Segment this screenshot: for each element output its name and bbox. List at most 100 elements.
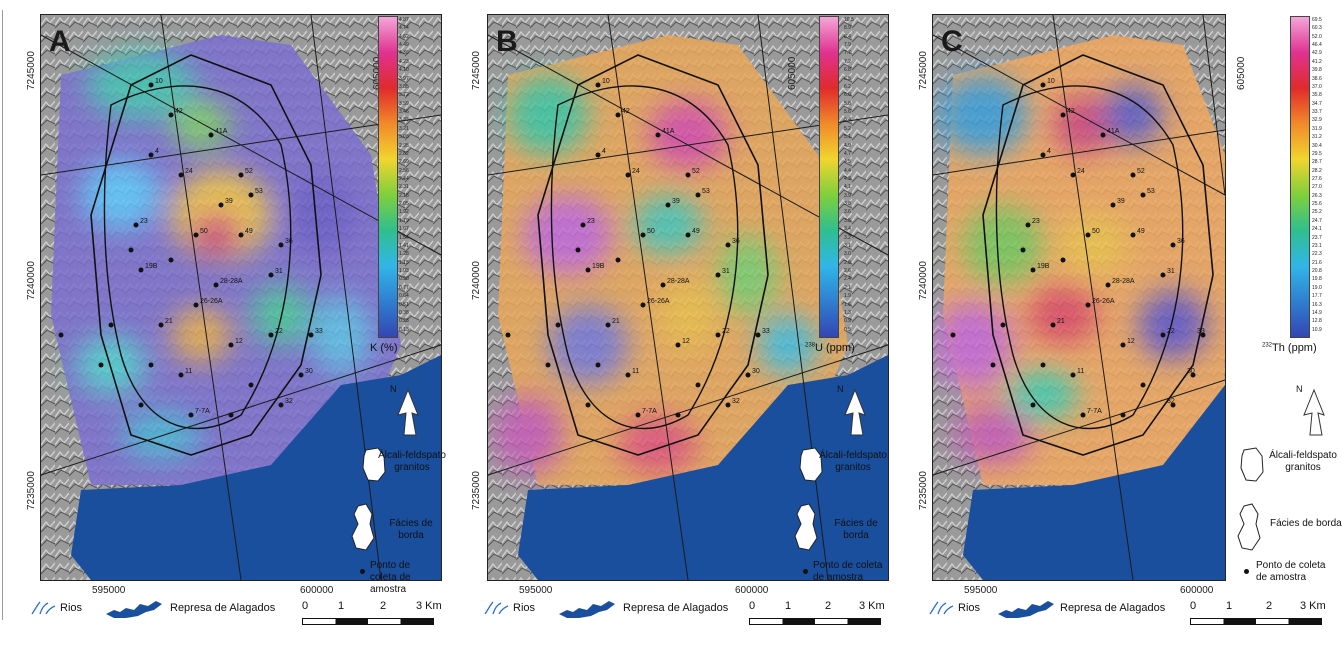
colorbar-tick-label: 2.31 bbox=[399, 184, 409, 191]
colorbar-tick-label: 1.28 bbox=[399, 251, 409, 258]
colorbar-tick-label: 2.82 bbox=[399, 150, 409, 157]
alkali-granite-icon bbox=[799, 447, 823, 482]
colorbar-tick-label: 29.5 bbox=[1312, 150, 1322, 157]
colorbar-tick-label: 2.4 bbox=[844, 276, 851, 283]
reservoir-icon bbox=[998, 601, 1054, 618]
border-facies-label: Fácies de borda bbox=[1270, 518, 1342, 529]
colorbar-tick-label: 22.3 bbox=[1312, 251, 1322, 258]
y-tick-top: 7245000 bbox=[471, 51, 482, 90]
svg-text:4: 4 bbox=[1047, 148, 1051, 155]
colorbar-tick-label: 1.6 bbox=[844, 301, 851, 308]
svg-text:52: 52 bbox=[245, 168, 253, 175]
colorbar-tick-label: 3.4 bbox=[844, 226, 851, 233]
svg-text:7-7A: 7-7A bbox=[1087, 408, 1102, 415]
colorbar-tick-label: 0.38 bbox=[399, 309, 409, 316]
svg-text:42: 42 bbox=[175, 108, 183, 115]
colorbar-tick-label: 39.8 bbox=[1312, 67, 1322, 74]
colorbar-tick-label: 0.25 bbox=[399, 318, 409, 325]
sample-point-icon bbox=[1244, 569, 1249, 574]
svg-text:33: 33 bbox=[762, 328, 770, 335]
colorbar-tick-label: 4.23 bbox=[399, 58, 409, 65]
bottom-legend: Rios Represa de Alagados 0 1 2 3 Km bbox=[483, 598, 893, 628]
colorbar-tick-label: 2.18 bbox=[399, 192, 409, 199]
bottom-legend: Rios Represa de Alagados 0 1 2 3 Km bbox=[928, 598, 1342, 628]
svg-text:11: 11 bbox=[632, 368, 639, 375]
sample-point-label: Ponto de coleta de amostra bbox=[1256, 560, 1326, 583]
x-tick-left: 595000 bbox=[964, 585, 998, 596]
colorbar-tick-label: 5.2 bbox=[844, 125, 851, 132]
svg-text:10: 10 bbox=[1047, 78, 1055, 85]
colorbar-tick-label: 69.5 bbox=[1312, 17, 1322, 23]
colorbar-tick-label: 0.5 bbox=[844, 326, 851, 333]
colorbar-tick-label: 7.2 bbox=[844, 58, 851, 65]
left-border-line bbox=[2, 10, 3, 620]
svg-text:11: 11 bbox=[185, 368, 192, 375]
colorbar-tick-label: 7.7 bbox=[844, 50, 851, 57]
svg-text:23: 23 bbox=[1032, 218, 1040, 225]
svg-text:32: 32 bbox=[285, 398, 293, 405]
scale-bar bbox=[302, 618, 434, 625]
colorbar-tick-label: 3.46 bbox=[399, 109, 409, 116]
colorbar-title: 238U (ppm) bbox=[805, 342, 855, 354]
reservoir-label: Represa de Alagados bbox=[170, 602, 276, 614]
colorbar-tick-label: 3.85 bbox=[399, 83, 409, 90]
colorbar-tick-label: 1.9 bbox=[844, 293, 851, 300]
colorbar-tick-label: 27.6 bbox=[1312, 176, 1322, 182]
colorbar-tick-label: 23.7 bbox=[1312, 234, 1322, 241]
colorbar-title: K (%) bbox=[370, 342, 398, 354]
rivers-label: Rios bbox=[60, 602, 83, 614]
colorbar-tick-label: 23.1 bbox=[1312, 242, 1322, 249]
svg-text:30: 30 bbox=[1187, 368, 1195, 375]
colorbar-tick-label: 6.2 bbox=[844, 83, 851, 90]
svg-text:22: 22 bbox=[722, 328, 730, 335]
colorbar-tick-label: 3.0 bbox=[844, 251, 851, 258]
border-facies-label: Fácies de borda bbox=[389, 518, 433, 541]
colorbar-tick-label: 34.7 bbox=[1312, 100, 1322, 107]
svg-text:33: 33 bbox=[315, 328, 323, 335]
y-tick-top: 7245000 bbox=[918, 51, 929, 90]
scale-0: 0 bbox=[302, 600, 309, 612]
y-tick-bottom: 7235000 bbox=[918, 471, 929, 510]
scale-1: 1 bbox=[1226, 600, 1233, 612]
svg-text:7-7A: 7-7A bbox=[195, 408, 210, 415]
y-tick-right: 605000 bbox=[1236, 56, 1247, 90]
y-tick-right: 605000 bbox=[787, 56, 798, 90]
colorbar-tick-label: 10.5 bbox=[844, 17, 854, 23]
colorbar bbox=[378, 16, 398, 338]
colorbar-tick-label: 17.7 bbox=[1312, 293, 1322, 300]
panel-letter: A bbox=[49, 25, 71, 58]
scale-3: 3 Km bbox=[416, 600, 442, 612]
colorbar-tick-label: 1.3 bbox=[844, 309, 851, 316]
colorbar-tick-label: 21.6 bbox=[1312, 259, 1322, 266]
colorbar-tick-label: 12.8 bbox=[1312, 318, 1322, 325]
map-c: 10 42 41A 4 24 52 53 39 23 50 49 36 19B 28-28A 31 … bbox=[932, 14, 1226, 581]
svg-text:28-28A: 28-28A bbox=[220, 278, 243, 285]
colorbar-tick-label: 0.90 bbox=[399, 276, 409, 283]
alkali-granite-icon bbox=[362, 447, 386, 482]
colorbar-tick-label: 4.62 bbox=[399, 33, 409, 40]
svg-text:31: 31 bbox=[722, 268, 730, 275]
bottom-legend: Rios Represa de Alagados 0 1 2 3 Km bbox=[30, 598, 450, 628]
colorbar-tick-label: 2.6 bbox=[844, 268, 851, 275]
border-facies-label: Fácies de borda bbox=[834, 518, 878, 541]
colorbar-tick-label: 2.44 bbox=[399, 176, 409, 182]
svg-text:24: 24 bbox=[1077, 168, 1085, 175]
svg-text:22: 22 bbox=[1167, 328, 1175, 335]
alkali-granite-label: Álcali-feldspato granitos bbox=[1269, 450, 1337, 473]
colorbar-tick-label: 37.0 bbox=[1312, 83, 1322, 90]
border-facies-icon bbox=[1237, 503, 1261, 551]
svg-text:21: 21 bbox=[1057, 318, 1065, 325]
colorbar-tick-label: 2.8 bbox=[844, 259, 851, 266]
svg-text:42: 42 bbox=[1067, 108, 1075, 115]
colorbar-tick-label: 28.2 bbox=[1312, 167, 1322, 174]
svg-text:49: 49 bbox=[692, 228, 700, 235]
colorbar-tick-label: 60.3 bbox=[1312, 25, 1322, 32]
x-tick-left: 595000 bbox=[92, 585, 126, 596]
colorbar-tick-label: 3.97 bbox=[399, 75, 409, 82]
svg-text:41A: 41A bbox=[1107, 128, 1120, 135]
alkali-granite-icon bbox=[1240, 447, 1264, 482]
svg-text:49: 49 bbox=[1137, 228, 1145, 235]
colorbar bbox=[1290, 16, 1310, 338]
alkali-granite-label: Álcali-feldspato granitos bbox=[378, 450, 446, 473]
colorbar-tick-label: 4.4 bbox=[844, 167, 851, 174]
